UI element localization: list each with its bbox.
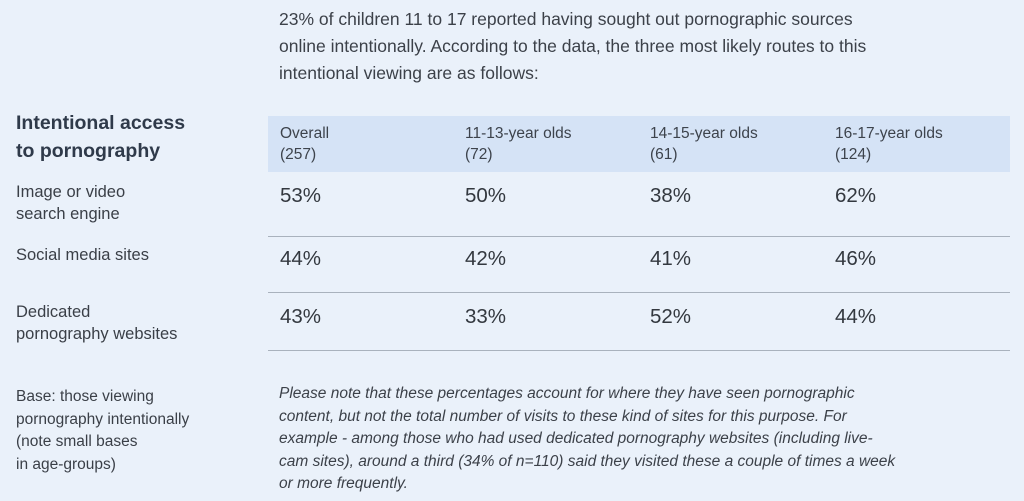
column-label: 14-15-year olds — [650, 125, 758, 142]
table-cell: 41% — [650, 247, 692, 270]
column-header-overall: Overall (257) — [280, 123, 329, 165]
intro-line: intentional viewing are as follows: — [279, 63, 539, 83]
row-divider — [268, 236, 1010, 237]
row-label-line: pornography websites — [16, 325, 178, 343]
column-label: 16-17-year olds — [835, 125, 943, 142]
column-header-16-17: 16-17-year olds (124) — [835, 123, 943, 165]
row-label-dedicated-websites: Dedicated pornography websites — [16, 301, 246, 345]
table-cell: 44% — [280, 247, 322, 270]
row-label-line: search engine — [16, 205, 120, 223]
column-label: 11-13-year olds — [465, 125, 572, 142]
base-note-line: in age-groups) — [16, 455, 116, 473]
foot-note-line: Please note that these percentages accou… — [279, 385, 855, 402]
table-cell: 46% — [835, 247, 877, 270]
foot-note-line: example - among those who had used dedic… — [279, 430, 873, 447]
row-label-line: Social media sites — [16, 246, 149, 264]
intro-line: 23% of children 11 to 17 reported having… — [279, 9, 853, 29]
row-label-social-media: Social media sites — [16, 244, 246, 266]
foot-note-line: content, but not the total number of vis… — [279, 407, 847, 425]
table-cell: 38% — [650, 184, 692, 207]
intro-paragraph: 23% of children 11 to 17 reported having… — [279, 6, 999, 87]
foot-note: Please note that these percentages accou… — [279, 383, 1007, 496]
intro-line: online intentionally. According to the d… — [279, 36, 867, 56]
table-cell: 43% — [280, 305, 322, 328]
section-title: Intentional access to pornography — [16, 109, 256, 165]
base-note-line: pornography intentionally — [16, 410, 190, 428]
base-note-line: (note small bases — [16, 433, 138, 450]
table-cell: 33% — [465, 305, 507, 328]
section-title-line: Intentional access — [16, 112, 186, 134]
column-label: Overall — [280, 125, 330, 142]
row-label-line: Dedicated — [16, 303, 91, 321]
table-cell: 50% — [465, 184, 507, 207]
base-note: Base: those viewing pornography intentio… — [16, 386, 256, 476]
row-divider — [268, 292, 1010, 293]
base-note-line: Base: those viewing — [16, 388, 154, 405]
table-header — [268, 116, 1010, 172]
table-cell: 44% — [835, 305, 877, 328]
table-cell: 52% — [650, 305, 692, 328]
table-cell: 62% — [835, 184, 877, 207]
column-header-14-15: 14-15-year olds (61) — [650, 123, 758, 165]
column-header-11-13: 11-13-year olds (72) — [465, 123, 572, 165]
column-base: (257) — [280, 146, 317, 163]
foot-note-line: or more frequently. — [279, 475, 408, 492]
table-cell: 53% — [280, 184, 322, 207]
row-divider — [268, 350, 1010, 351]
row-label-search-engine: Image or video search engine — [16, 181, 246, 225]
row-label-line: Image or video — [16, 183, 126, 201]
section-title-line: to pornography — [16, 140, 161, 162]
column-base: (72) — [465, 146, 493, 163]
column-base: (61) — [650, 146, 678, 163]
foot-note-line: cam sites), around a third (34% of n=110… — [279, 452, 896, 470]
table-cell: 42% — [465, 247, 507, 270]
column-base: (124) — [835, 146, 872, 163]
